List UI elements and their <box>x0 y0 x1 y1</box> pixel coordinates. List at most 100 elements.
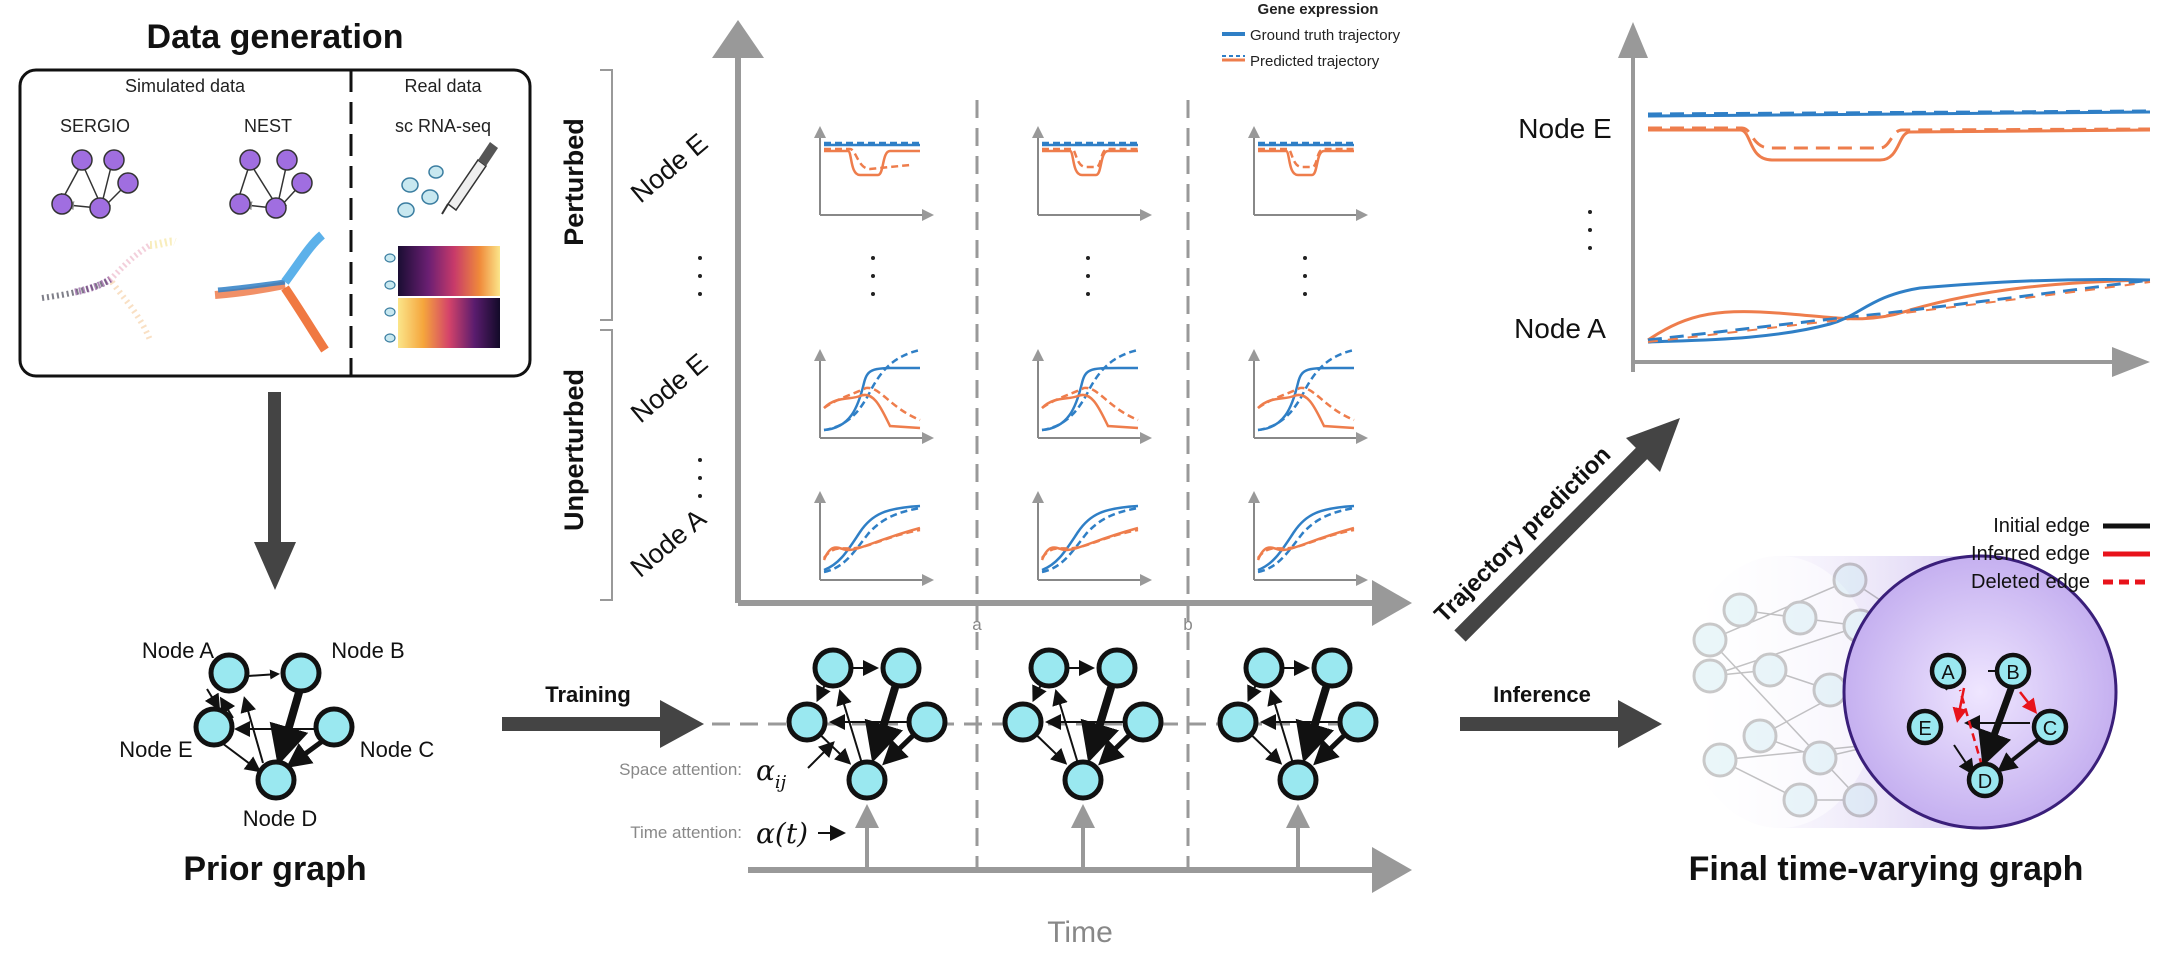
ellipsis-dots <box>698 256 1307 498</box>
trajectory-prediction-label: Trajectory prediction <box>1429 441 1616 628</box>
heatmap-top <box>398 246 500 296</box>
prior-graph: Node A Node B Node C Node E Node D Prior… <box>119 638 434 888</box>
snapshot-node <box>786 701 828 743</box>
prior-node-a-label: Node A <box>142 638 214 663</box>
pipette-icon <box>441 142 498 215</box>
tick-a-label: a <box>972 615 982 634</box>
time-attention-label: Time attention: <box>630 823 742 842</box>
deleted-edge <box>1958 689 1984 767</box>
faded-node <box>1782 782 1818 818</box>
faded-node <box>1782 600 1818 636</box>
simulated-data-label: Simulated data <box>125 76 246 96</box>
legend-title: Gene expression <box>1258 1 1379 18</box>
sergio-network-icon <box>51 149 139 219</box>
final-node-a <box>1929 652 1967 690</box>
final-node-a-label: A <box>1941 662 1955 684</box>
legend-deleted-edge: Deleted edge <box>1971 571 2090 593</box>
legend-predicted: Predicted trajectory <box>1250 53 1380 70</box>
faded-node <box>1742 718 1778 754</box>
node-e-ground-truth-orange <box>1648 128 2151 162</box>
snapshot-node <box>1277 759 1319 801</box>
faded-node <box>1832 562 1868 598</box>
faded-node <box>1692 658 1728 694</box>
cells-icon <box>397 165 444 218</box>
mini-plot <box>814 348 934 444</box>
prior-node-d-label: Node D <box>243 806 318 831</box>
nest-network-icon <box>229 149 313 219</box>
unperturbed-label: Unperturbed <box>559 369 589 531</box>
snapshot-node <box>1311 647 1353 689</box>
snapshot-node <box>812 647 854 689</box>
down-arrow <box>254 392 296 590</box>
final-node-d-label: D <box>1978 771 1992 793</box>
edge-legend: Initial edge Inferred edge Deleted edge <box>1971 515 2150 593</box>
nest-scatter-plot <box>214 231 329 353</box>
snapshot-node <box>1243 647 1285 689</box>
gene-expression-legend: Gene expression Ground truth trajectory … <box>1222 1 1401 70</box>
faded-node <box>1842 782 1878 818</box>
faded-node <box>1702 742 1738 778</box>
snapshot-node <box>906 701 948 743</box>
space-attention-label: Space attention: <box>619 760 742 779</box>
mini-plot <box>1248 348 1368 444</box>
final-node-b-label: B <box>2006 662 2019 684</box>
cylinder-front-disc <box>1842 554 2118 830</box>
faded-node <box>1812 672 1848 708</box>
node-a-orange <box>1647 278 2151 342</box>
mini-plot <box>1032 126 1152 221</box>
final-node-e-label: E <box>1918 718 1931 740</box>
snapshot-node <box>1062 759 1104 801</box>
nest-label: NEST <box>244 116 292 136</box>
real-data-label: Real data <box>404 76 482 96</box>
snapshot-node <box>1096 647 1138 689</box>
prior-node-c-label: Node C <box>360 737 435 762</box>
scrna-label: sc RNA-seq <box>395 116 491 136</box>
row-label-unperturbed-e: Node E <box>625 348 713 429</box>
snapshot-node <box>846 759 888 801</box>
tick-b-label: b <box>1183 615 1192 634</box>
inference-arrow: Inference <box>1460 682 1662 748</box>
trajectory-panel: Node E Node A <box>1514 22 2151 377</box>
trajectory-node-a-label: Node A <box>1514 313 1606 344</box>
final-node-d <box>1966 761 2004 799</box>
final-node-b <box>1994 652 2032 690</box>
heatmap-cell-icons <box>384 253 396 343</box>
final-node-e <box>1906 708 1944 746</box>
snapshot-node <box>1337 701 1379 743</box>
snapshot-node <box>1122 701 1164 743</box>
mini-plot <box>1248 126 1368 221</box>
training-arrow: Training <box>502 682 704 748</box>
mini-plot <box>1248 491 1368 586</box>
time-axis-label: Time <box>1047 916 1113 949</box>
unperturbed-bracket <box>600 329 613 601</box>
mini-plot <box>814 491 934 586</box>
data-generation-box <box>18 68 532 378</box>
snapshot-node <box>1002 701 1044 743</box>
final-time-varying-graph: A B C E D Initial edge Inferred edge Del… <box>1680 515 2150 888</box>
prior-node-e-label: Node E <box>119 737 192 762</box>
heatmap-bottom <box>398 298 500 348</box>
final-graph-title: Final time-varying graph <box>1689 850 2084 888</box>
snapshot-node <box>1217 701 1259 743</box>
time-attention-arrows <box>865 822 1300 870</box>
snapshot-graph <box>1217 647 1379 801</box>
inference-label: Inference <box>1493 682 1591 707</box>
prior-node-b-label: Node B <box>331 638 404 663</box>
final-node-c-label: C <box>2043 718 2057 740</box>
mini-plot <box>814 126 934 221</box>
data-generation-title: Data generation <box>147 18 404 56</box>
mini-plot <box>1032 348 1152 444</box>
snapshot-node <box>880 647 922 689</box>
perturbed-bracket <box>600 69 613 321</box>
snapshot-graph <box>1002 647 1164 801</box>
faded-node <box>1692 622 1728 658</box>
faded-node <box>1802 740 1838 776</box>
prior-graph-title: Prior graph <box>183 850 366 888</box>
node-a-blue <box>1647 277 2151 344</box>
row-label-unperturbed-a: Node A <box>625 503 712 583</box>
snapshot-node <box>1028 647 1070 689</box>
data-generation-section: Data generation Simulated data Real data… <box>18 18 532 378</box>
snapshot-graph <box>786 647 948 801</box>
sergio-label: SERGIO <box>60 116 130 136</box>
